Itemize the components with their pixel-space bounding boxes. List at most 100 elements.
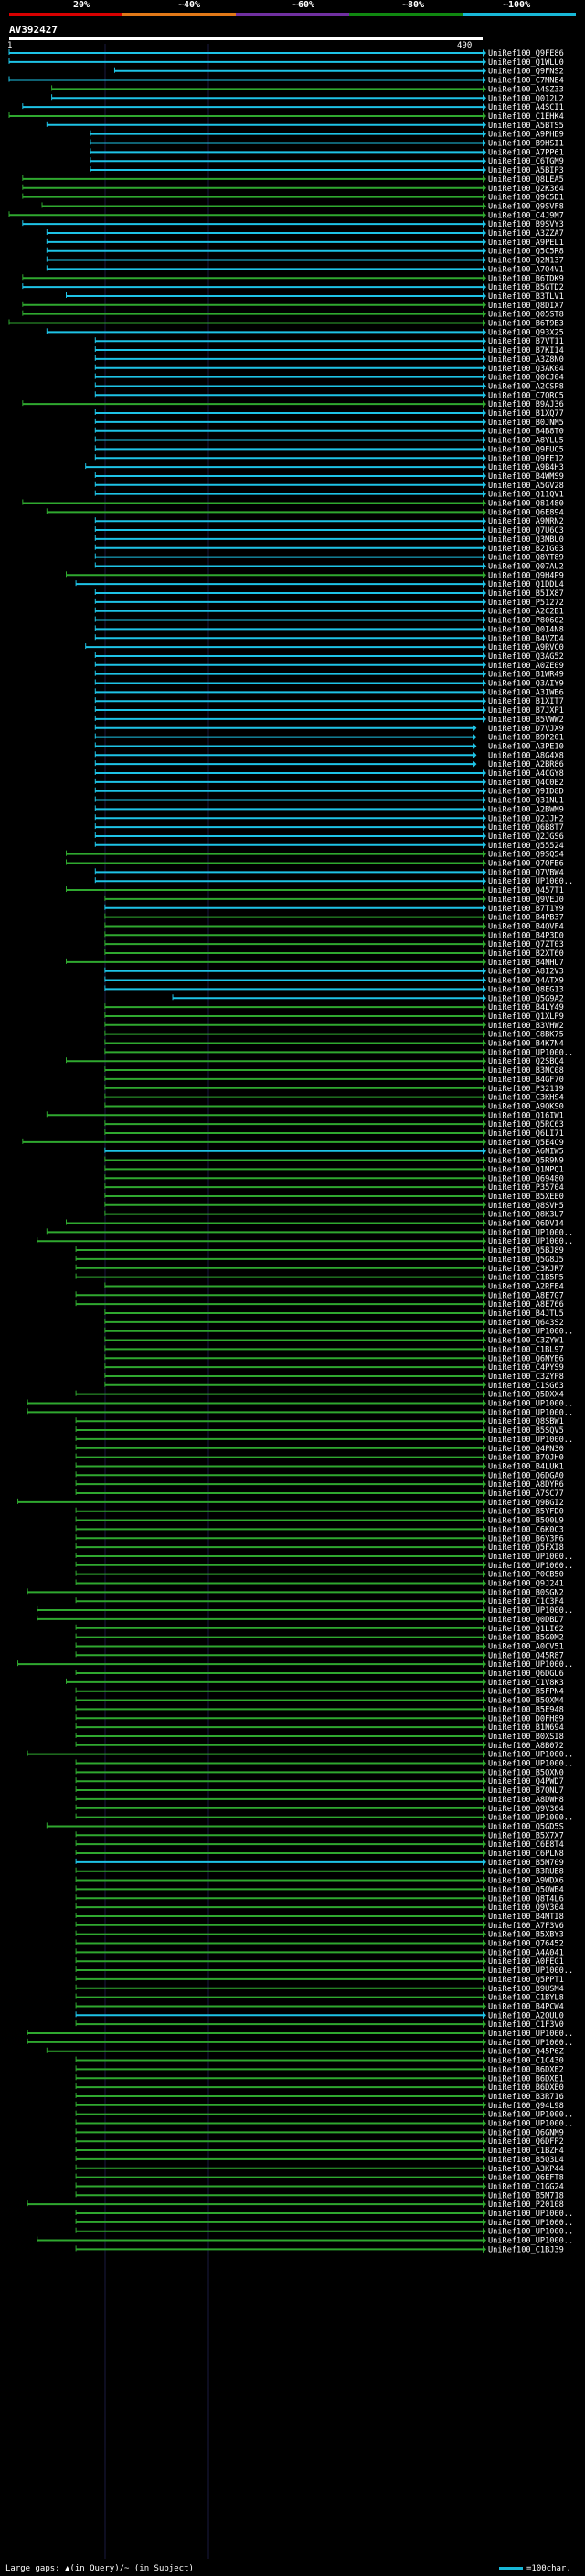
hit-label[interactable]: UniRef100_B1XIT7 — [488, 697, 564, 706]
hit-label[interactable]: UniRef100_C1BZH4 — [488, 2147, 564, 2156]
hit-label[interactable]: UniRef100_B5FPN4 — [488, 1688, 564, 1697]
hit-label[interactable]: UniRef100_B7JXP1 — [488, 706, 564, 716]
hit-label[interactable]: UniRef100_Q8EG13 — [488, 985, 564, 994]
hit-label[interactable]: UniRef100_C3KJR7 — [488, 1265, 564, 1274]
hit-label[interactable]: UniRef100_C1C3F4 — [488, 1597, 564, 1606]
hit-label[interactable]: UniRef100_B4JTU5 — [488, 1309, 564, 1319]
hit-label[interactable]: UniRef100_B4PB37 — [488, 914, 564, 923]
hit-label[interactable]: UniRef100_UP1000.. — [488, 1228, 573, 1237]
hit-label[interactable]: UniRef100_Q5G8J5 — [488, 1256, 564, 1265]
hit-label[interactable]: UniRef100_Q6B8T7 — [488, 823, 564, 832]
hit-label[interactable]: UniRef100_Q9SQ54 — [488, 851, 564, 860]
hit-label[interactable]: UniRef100_B7KI14 — [488, 346, 564, 355]
hit-label[interactable]: UniRef100_B3VHW2 — [488, 1022, 564, 1031]
hit-label[interactable]: UniRef100_B4VZD4 — [488, 634, 564, 643]
hit-label[interactable]: UniRef100_B6TDK9 — [488, 274, 564, 283]
hit-label[interactable]: UniRef100_UP1000.. — [488, 1408, 573, 1417]
hit-label[interactable]: UniRef100_B4QVF4 — [488, 922, 564, 931]
hit-label[interactable]: UniRef100_C4J9M7 — [488, 211, 564, 220]
hit-label[interactable]: UniRef100_Q0CJ04 — [488, 374, 564, 383]
hit-label[interactable]: UniRef100_B6DXE0 — [488, 2083, 564, 2093]
hit-label[interactable]: UniRef100_C1SG63 — [488, 1382, 564, 1391]
hit-label[interactable]: UniRef100_B3RUE8 — [488, 1868, 564, 1877]
hit-label[interactable]: UniRef100_B3TLV1 — [488, 292, 564, 302]
hit-label[interactable]: UniRef100_B0SGN2 — [488, 1588, 564, 1597]
hit-label[interactable]: UniRef100_B4B8T0 — [488, 428, 564, 437]
hit-label[interactable]: UniRef100_Q1XLP9 — [488, 1012, 564, 1022]
hit-label[interactable]: UniRef100_Q8SVH5 — [488, 1202, 564, 1211]
hit-label[interactable]: UniRef100_B6DXE1 — [488, 2074, 564, 2083]
hit-label[interactable]: UniRef100_UP1000.. — [488, 2120, 573, 2129]
hit-label[interactable]: UniRef100_A2BR86 — [488, 760, 564, 769]
hit-label[interactable]: UniRef100_B9USM4 — [488, 1985, 564, 1994]
hit-label[interactable]: UniRef100_A4SZ33 — [488, 85, 564, 94]
hit-label[interactable]: UniRef100_Q1DDL4 — [488, 580, 564, 589]
hit-label[interactable]: UniRef100_Q4PWD7 — [488, 1777, 564, 1786]
hit-label[interactable]: UniRef100_Q2N137 — [488, 257, 564, 266]
hit-label[interactable]: UniRef100_C8BK75 — [488, 1031, 564, 1040]
hit-label[interactable]: UniRef100_Q2SBQ4 — [488, 1057, 564, 1066]
hit-label[interactable]: UniRef100_C1F3V0 — [488, 2020, 564, 2030]
hit-label[interactable]: UniRef100_UP1000.. — [488, 1760, 573, 1769]
hit-label[interactable]: UniRef100_A8B072 — [488, 1742, 564, 1751]
hit-label[interactable]: UniRef100_A9PHB9 — [488, 131, 564, 140]
hit-label[interactable]: UniRef100_B5SQV5 — [488, 1426, 564, 1436]
hit-label[interactable]: UniRef100_Q9V304 — [488, 1805, 564, 1814]
hit-label[interactable]: UniRef100_UP1000.. — [488, 2111, 573, 2120]
hit-label[interactable]: UniRef100_Q4PN30 — [488, 1445, 564, 1454]
hit-label[interactable]: UniRef100_UP1000.. — [488, 1966, 573, 1976]
hit-label[interactable]: UniRef100_B7VT11 — [488, 337, 564, 346]
hit-label[interactable]: UniRef100_C6PLN8 — [488, 1850, 564, 1859]
hit-label[interactable]: UniRef100_B1N694 — [488, 1723, 564, 1733]
hit-label[interactable]: UniRef100_Q9ID8D — [488, 788, 564, 797]
hit-label[interactable]: UniRef100_B5XBY3 — [488, 1931, 564, 1940]
hit-label[interactable]: UniRef100_Q9FUC5 — [488, 445, 564, 454]
hit-label[interactable]: UniRef100_Q8SBW1 — [488, 1417, 564, 1426]
hit-label[interactable]: UniRef100_UP1000.. — [488, 1606, 573, 1616]
hit-label[interactable]: UniRef100_B4LY49 — [488, 1003, 564, 1012]
hit-label[interactable]: UniRef100_Q93X25 — [488, 328, 564, 337]
hit-label[interactable]: UniRef100_Q5C5R8 — [488, 248, 564, 257]
hit-label[interactable]: UniRef100_Q5R9N9 — [488, 1157, 564, 1166]
hit-label[interactable]: UniRef100_Q6DV14 — [488, 1220, 564, 1229]
hit-label[interactable]: UniRef100_Q5RC63 — [488, 1120, 564, 1129]
hit-label[interactable]: UniRef100_A3ZZA7 — [488, 229, 564, 239]
hit-label[interactable]: UniRef100_C7QRC5 — [488, 391, 564, 400]
hit-label[interactable]: UniRef100_A5BTS5 — [488, 122, 564, 131]
hit-label[interactable]: UniRef100_Q9SVF8 — [488, 202, 564, 211]
hit-label[interactable]: UniRef100_A0ZE09 — [488, 662, 564, 671]
hit-label[interactable]: UniRef100_B4P3D0 — [488, 931, 564, 940]
hit-label[interactable]: UniRef100_Q94L98 — [488, 2102, 564, 2111]
hit-label[interactable]: UniRef100_Q6DGU6 — [488, 1670, 564, 1679]
hit-label[interactable]: UniRef100_A7PP61 — [488, 148, 564, 157]
hit-label[interactable]: UniRef100_A0FEG1 — [488, 1957, 564, 1966]
hit-label[interactable]: UniRef100_B5XEE0 — [488, 1193, 564, 1202]
hit-label[interactable]: UniRef100_A9NRN2 — [488, 517, 564, 526]
hit-label[interactable]: UniRef100_C1V8K3 — [488, 1679, 564, 1688]
hit-label[interactable]: UniRef100_C1BYL8 — [488, 1994, 564, 2003]
hit-label[interactable]: UniRef100_C1C430 — [488, 2057, 564, 2066]
hit-label[interactable]: UniRef100_Q3MBU0 — [488, 535, 564, 545]
hit-label[interactable]: UniRef100_B9HSI1 — [488, 140, 564, 149]
hit-label[interactable]: UniRef100_A7Q4V1 — [488, 265, 564, 274]
hit-label[interactable]: UniRef100_C4PYS9 — [488, 1363, 564, 1373]
hit-label[interactable]: UniRef100_P80602 — [488, 617, 564, 626]
hit-label[interactable]: UniRef100_B0XSI8 — [488, 1733, 564, 1742]
hit-label[interactable]: UniRef100_A3Z8N0 — [488, 355, 564, 365]
hit-label[interactable]: UniRef100_Q4C0E2 — [488, 779, 564, 788]
hit-label[interactable]: UniRef100_C1B5P5 — [488, 1274, 564, 1283]
hit-label[interactable]: UniRef100_UP1000.. — [488, 2210, 573, 2219]
hit-label[interactable]: UniRef100_UP1000.. — [488, 1328, 573, 1337]
hit-label[interactable]: UniRef100_C3ZYP8 — [488, 1373, 564, 1382]
hit-label[interactable]: UniRef100_B2XT60 — [488, 949, 564, 959]
hit-label[interactable]: UniRef100_Q16IW1 — [488, 1111, 564, 1120]
hit-label[interactable]: UniRef100_C7MNE4 — [488, 77, 564, 86]
hit-label[interactable]: UniRef100_Q5BJ89 — [488, 1246, 564, 1256]
hit-label[interactable]: UniRef100_Q9FE86 — [488, 49, 564, 58]
hit-label[interactable]: UniRef100_A5GV28 — [488, 482, 564, 491]
hit-label[interactable]: UniRef100_B7QNU7 — [488, 1786, 564, 1796]
hit-label[interactable]: UniRef100_A3IWB6 — [488, 688, 564, 697]
hit-label[interactable]: UniRef100_UP1000.. — [488, 1237, 573, 1246]
hit-label[interactable]: UniRef100_B3R716 — [488, 2093, 564, 2102]
hit-label[interactable]: UniRef100_A2RFE4 — [488, 1282, 564, 1291]
